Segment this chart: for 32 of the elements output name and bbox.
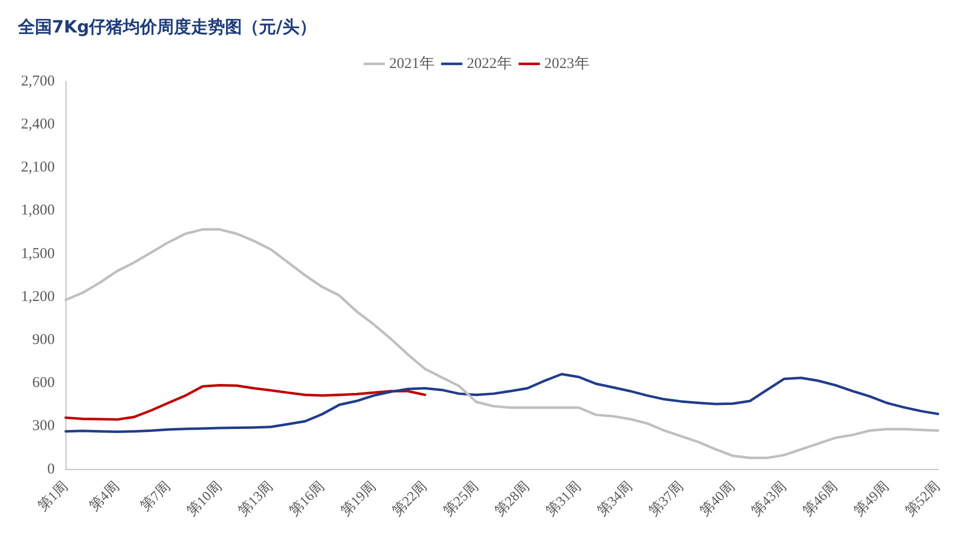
- x-tick-label: 第1周: [35, 478, 72, 515]
- y-tick-label: 2,100: [21, 160, 55, 176]
- x-tick-label: 第34周: [594, 478, 636, 520]
- x-tick-label: 第10周: [184, 478, 226, 520]
- x-tick-label: 第25周: [440, 478, 482, 520]
- y-tick-label: 300: [32, 418, 55, 434]
- chart-title: 全国7Kg仔猪均价周度走势图（元/头）: [17, 18, 316, 38]
- x-tick-label: 第43周: [748, 478, 790, 520]
- x-tick-label: 第13周: [235, 478, 276, 520]
- x-tick-label: 第40周: [697, 478, 738, 520]
- x-tick-label: 第46周: [800, 478, 841, 520]
- y-tick-label: 900: [32, 332, 55, 348]
- y-tick-label: 1,200: [21, 288, 55, 305]
- y-tick-label: 1,800: [21, 202, 55, 219]
- x-tick-label: 第31周: [543, 478, 584, 520]
- x-tick-label: 第16周: [286, 478, 328, 520]
- legend-label: 2023年: [544, 54, 590, 72]
- legend-label: 2021年: [389, 54, 434, 72]
- x-tick-label: 第19周: [338, 478, 380, 520]
- x-tick-label: 第22周: [389, 478, 430, 520]
- legend-label: 2022年: [466, 54, 512, 72]
- y-tick-label: 2,400: [21, 116, 55, 132]
- x-tick-label: 第37周: [646, 478, 687, 520]
- x-tick-label: 第52周: [902, 478, 944, 520]
- y-tick-label: 1,500: [21, 246, 55, 262]
- x-tick-label: 第4周: [86, 478, 122, 515]
- x-tick-label: 第7周: [138, 478, 174, 515]
- x-tick-label: 第28周: [492, 478, 533, 520]
- y-tick-label: 2,700: [21, 73, 55, 90]
- y-tick-label: 0: [47, 461, 55, 478]
- x-tick-label: 第49周: [851, 478, 892, 520]
- y-tick-label: 600: [32, 375, 55, 392]
